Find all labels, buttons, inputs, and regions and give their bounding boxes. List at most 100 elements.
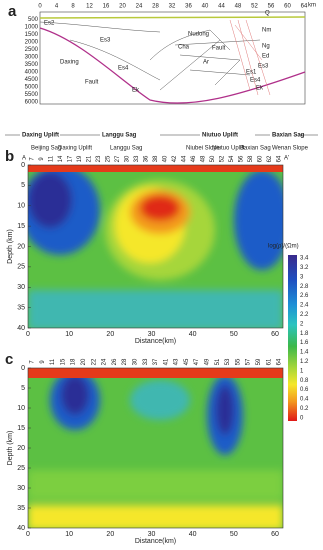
colorbar-tick-label: 3.4 (300, 256, 309, 262)
top-tick-label: 28 (152, 4, 159, 10)
depth-tick-label: 2500 (25, 47, 39, 53)
x-axis-label: Distance(km) (135, 338, 176, 345)
station-label: 24 (102, 358, 108, 365)
station-label: 46 (191, 155, 197, 162)
colorbar-tick-label: 2.2 (300, 312, 309, 318)
station-label: 44 (182, 155, 188, 162)
colorbar-tick-label: 1.6 (300, 340, 309, 346)
station-label: 30 (132, 358, 138, 365)
top-tick-label: 40 (202, 4, 209, 10)
station-label: 56 (239, 155, 245, 162)
x-axis-label: Distance(km) (135, 538, 176, 545)
y-tick-label: 40 (17, 325, 25, 332)
station-label: 47 (194, 358, 200, 365)
station-label: 19 (77, 155, 83, 162)
station-label: 9 (40, 360, 46, 364)
station-label: 27 (115, 155, 121, 162)
top-tick-label: 12 (86, 4, 93, 10)
x-tick-label: 60 (271, 331, 279, 338)
x-tick-label: 0 (26, 531, 30, 538)
station-label: 49 (205, 358, 211, 365)
station-label: 62 (267, 155, 273, 162)
station-label: 11 (49, 155, 55, 162)
top-tick-label: 20 (119, 4, 126, 10)
unit-label: Es4 (118, 66, 129, 72)
top-tick-label: 48 (235, 4, 242, 10)
colorbar-tick-label: 0.4 (300, 397, 309, 403)
y-axis-label: Depth (km) (7, 229, 14, 264)
station-label: 43 (174, 358, 180, 365)
top-tick-label: 44 (218, 4, 225, 10)
x-tick-label: 20 (106, 531, 114, 538)
subregion-label: Niubei Slope (186, 146, 221, 152)
colorbar-tick-label: 2.6 (300, 293, 309, 299)
station-label: 15 (60, 358, 66, 365)
panel-label: a (8, 3, 17, 20)
y-tick-label: 20 (17, 243, 25, 250)
region-label: Baxian Sag (272, 133, 305, 139)
station-label: 48 (201, 155, 207, 162)
unit-label: Daxing (60, 60, 79, 66)
station-label: 7 (30, 157, 36, 161)
top-tick-label: 60 (284, 4, 291, 10)
y-tick-label: 15 (17, 425, 25, 432)
unit-label: Es2 (44, 21, 55, 27)
depth-tick-label: 4000 (25, 70, 39, 76)
depth-tick-label: 6000 (25, 100, 39, 106)
top-tick-label: 24 (136, 4, 143, 10)
unit-label: Cha (178, 45, 190, 51)
region-label: Daxing Uplift (22, 133, 59, 139)
station-label: 23 (96, 155, 102, 162)
station-label: 11 (50, 358, 56, 365)
unit-label: Ek (132, 88, 140, 94)
station-label: 61 (266, 358, 272, 365)
unit-label: Ed (262, 54, 269, 60)
panel-label: b (5, 148, 14, 165)
unit-label: Es4 (250, 78, 261, 84)
top-tick-label: 56 (268, 4, 275, 10)
subregion-label: Langgu Sag (110, 146, 142, 152)
station-label: 45 (184, 358, 190, 365)
section-end: A' (284, 156, 289, 162)
depth-tick-label: 1000 (25, 25, 39, 31)
y-tick-label: 35 (17, 304, 25, 311)
x-tick-label: 50 (230, 531, 238, 538)
station-label: 21 (87, 155, 93, 162)
colorbar-tick-label: 3 (300, 274, 304, 280)
station-label: 28 (122, 358, 128, 365)
colorbar-tick-label: 2.4 (300, 303, 309, 309)
axis-unit: km (308, 3, 316, 9)
y-tick-label: 25 (17, 264, 25, 271)
colorbar-tick-label: 0.8 (300, 378, 309, 384)
subregion-label: Niutuo Uplift (212, 146, 245, 152)
region-label: Langgu Sag (102, 133, 137, 139)
depth-tick-label: 500 (28, 17, 39, 23)
unit-label: Nm (262, 28, 271, 34)
colorbar-tick-label: 1.2 (300, 359, 309, 365)
top-tick-label: 8 (71, 4, 75, 10)
station-label: 53 (225, 358, 231, 365)
subregion-label: Beijing Sag (31, 146, 61, 152)
y-tick-label: 10 (17, 405, 25, 412)
y-tick-label: 20 (17, 445, 25, 452)
station-label: 54 (229, 155, 235, 162)
top-tick-label: 0 (38, 4, 42, 10)
y-tick-label: 0 (21, 162, 25, 169)
resistivity-b (28, 165, 283, 328)
x-tick-label: 30 (148, 531, 156, 538)
section-a (39, 11, 306, 105)
x-tick-label: 0 (26, 331, 30, 338)
station-label: 40 (163, 155, 169, 162)
colorbar-tick-label: 1.4 (300, 350, 309, 356)
y-tick-label: 15 (17, 223, 25, 230)
depth-tick-label: 1500 (25, 32, 39, 38)
station-label: 25 (106, 155, 112, 162)
depth-tick-label: 5000 (25, 85, 39, 91)
station-label: 38 (153, 155, 159, 162)
x-tick-label: 40 (189, 531, 197, 538)
y-tick-label: 35 (17, 505, 25, 512)
top-tick-label: 64 (301, 4, 308, 10)
station-label: 20 (81, 358, 87, 365)
station-label: 26 (112, 358, 118, 365)
